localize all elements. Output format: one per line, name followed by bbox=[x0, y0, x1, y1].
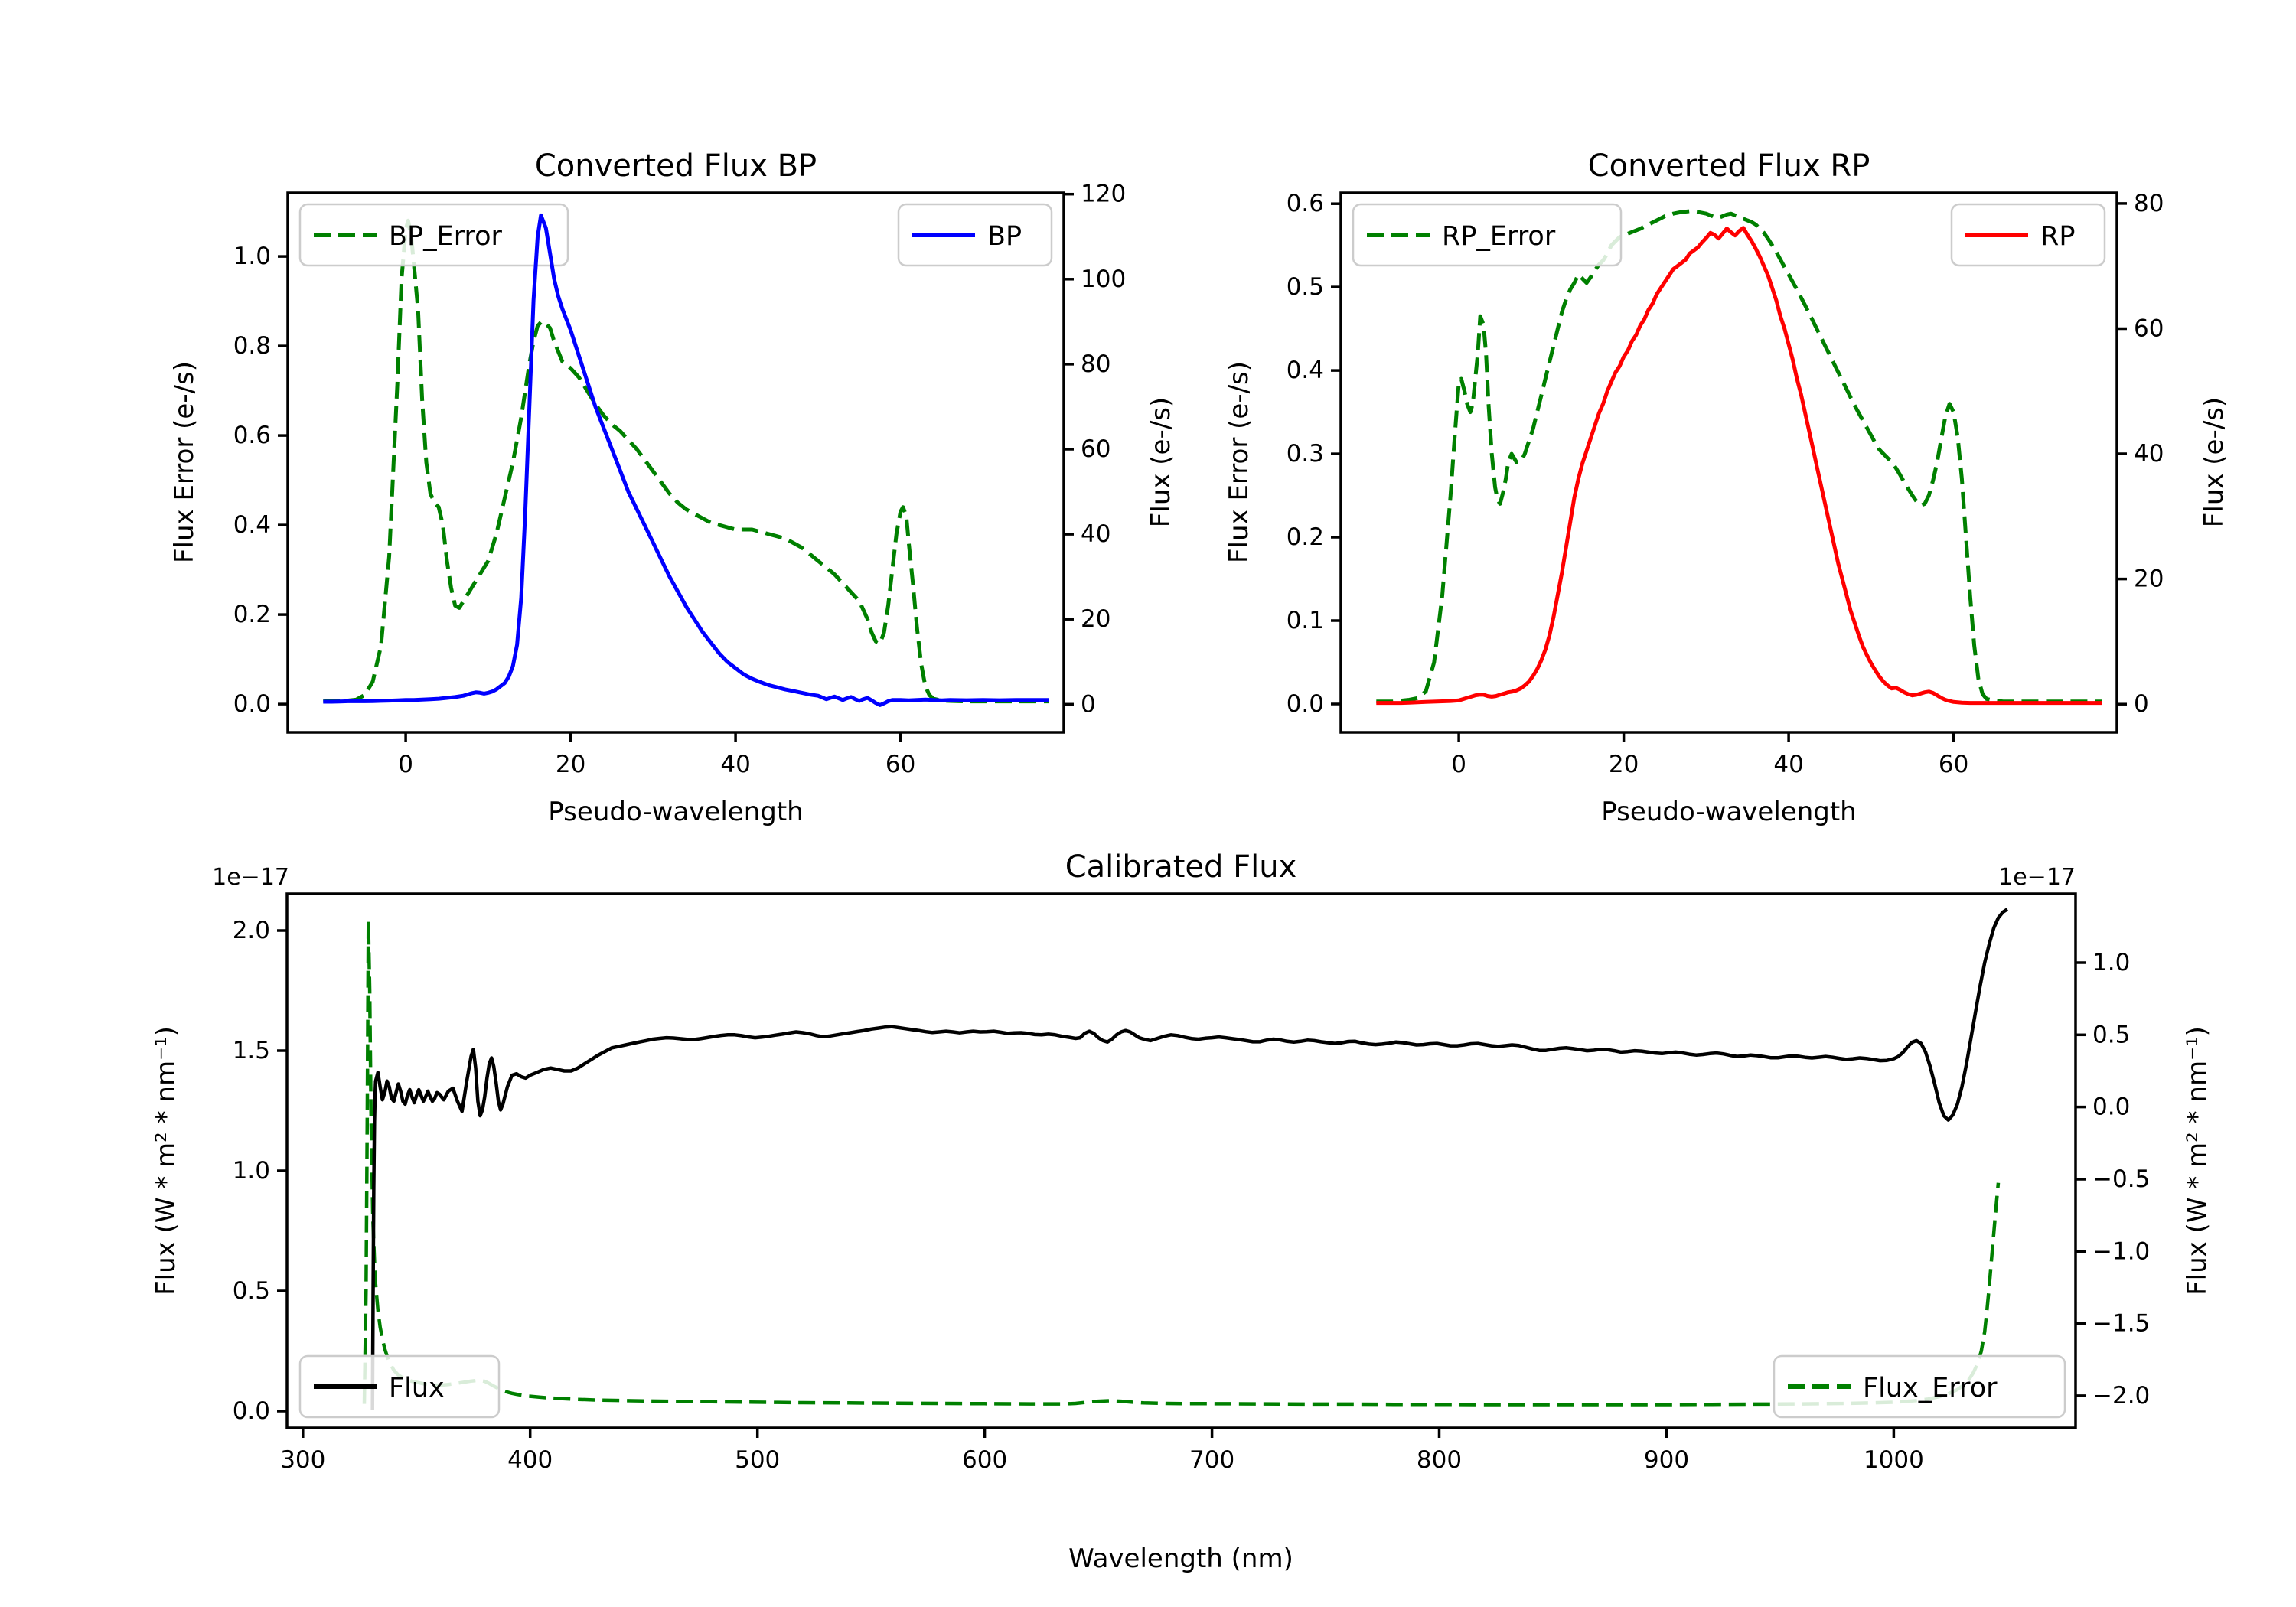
axes-spines bbox=[286, 191, 1065, 734]
x-tick-label: 600 bbox=[962, 1446, 1007, 1474]
x-tick-label: 40 bbox=[1773, 751, 1803, 778]
bp-title: Converted Flux BP bbox=[535, 148, 817, 184]
left-axis-offset-text: 1e−17 bbox=[212, 864, 289, 891]
left-y-tick-label: 0.4 bbox=[1287, 357, 1324, 384]
series-rp bbox=[1376, 226, 2102, 706]
left-y-tick-label: 0.0 bbox=[1287, 690, 1324, 718]
right-y-tick-label: 40 bbox=[1081, 520, 1110, 548]
flux-error-legend-label: Flux_Error bbox=[1863, 1373, 1998, 1403]
x-tick-label: 700 bbox=[1189, 1446, 1234, 1474]
bp-legend-label: BP bbox=[987, 221, 1022, 252]
rp-left-yaxis-label: Flux Error (e-/s) bbox=[1224, 361, 1254, 563]
legend-frame bbox=[298, 1354, 501, 1419]
left-y-tick-label: 0.6 bbox=[1287, 190, 1324, 217]
legend-frame bbox=[298, 203, 569, 267]
axes-spines bbox=[285, 892, 2077, 1429]
legend-frame bbox=[1773, 1354, 2066, 1419]
right-y-tick-label: 0 bbox=[1081, 690, 1096, 718]
rp-flux-series-layer bbox=[1376, 226, 2102, 706]
series-bp_error bbox=[323, 218, 1049, 704]
calibrated-title: Calibrated Flux bbox=[1065, 849, 1297, 885]
x-tick-label: 800 bbox=[1417, 1446, 1462, 1474]
calibrated-right-yaxis-label: Flux (W * m² * nm⁻¹) bbox=[2182, 1026, 2213, 1296]
left-y-tick-label: 1.0 bbox=[233, 243, 271, 270]
right-y-tick-label: 120 bbox=[1081, 181, 1126, 208]
x-tick-label: 60 bbox=[885, 751, 915, 778]
right-y-tick-label: −2.0 bbox=[2092, 1382, 2150, 1410]
x-tick-label: 500 bbox=[735, 1446, 780, 1474]
left-y-tick-label: 1.0 bbox=[233, 1157, 270, 1185]
rp-title: Converted Flux RP bbox=[1588, 148, 1870, 184]
bp-xaxis-label: Pseudo-wavelength bbox=[548, 797, 803, 827]
x-tick-label: 40 bbox=[720, 751, 750, 778]
series-rp_error bbox=[1376, 209, 2102, 704]
rp-right-yaxis-label: Flux (e-/s) bbox=[2199, 397, 2229, 527]
right-y-tick-label: 100 bbox=[1081, 266, 1126, 293]
right-y-tick-label: 0.0 bbox=[2092, 1094, 2130, 1121]
x-tick-label: 400 bbox=[507, 1446, 553, 1474]
right-y-tick-label: 20 bbox=[2134, 566, 2164, 593]
left-y-tick-label: 0.2 bbox=[233, 601, 271, 628]
series-flux bbox=[370, 908, 2009, 1410]
left-y-tick-label: 0.3 bbox=[1287, 440, 1324, 468]
flux-error-legend: Flux_Error bbox=[1773, 1354, 2066, 1419]
flux-legend-label: Flux bbox=[389, 1373, 445, 1403]
rp-xaxis-label: Pseudo-wavelength bbox=[1601, 797, 1856, 827]
left-y-tick-label: 1.5 bbox=[233, 1037, 270, 1064]
calibrated-xaxis-label: Wavelength (nm) bbox=[1068, 1543, 1293, 1574]
x-tick-label: 900 bbox=[1644, 1446, 1689, 1474]
right-axis-offset-text: 1e−17 bbox=[1998, 864, 2076, 891]
series-bp bbox=[323, 213, 1049, 707]
rp-error-legend-label: RP_Error bbox=[1442, 221, 1556, 252]
x-tick-label: 0 bbox=[1451, 751, 1466, 778]
right-y-tick-label: −1.5 bbox=[2092, 1310, 2150, 1338]
right-y-tick-label: 0 bbox=[2134, 690, 2149, 718]
right-y-tick-label: −1.0 bbox=[2092, 1237, 2150, 1265]
right-y-tick-label: 20 bbox=[1081, 605, 1110, 633]
rp-legend-label: RP bbox=[2040, 221, 2075, 252]
left-y-tick-label: 0.2 bbox=[1287, 523, 1324, 551]
left-y-tick-label: 0.4 bbox=[233, 511, 271, 539]
x-tick-label: 20 bbox=[556, 751, 585, 778]
series-flux_error bbox=[362, 919, 2001, 1407]
left-y-tick-label: 0.6 bbox=[233, 422, 271, 449]
right-y-tick-label: −0.5 bbox=[2092, 1165, 2150, 1193]
x-tick-label: 300 bbox=[280, 1446, 325, 1474]
left-y-tick-label: 0.5 bbox=[1287, 273, 1324, 301]
right-y-tick-label: 80 bbox=[2134, 190, 2164, 217]
rp-axes: 0 20 40 60 0.0 0.1 0.2 0.3 0.4 0.5 0.6 0 20 40 60 80 bbox=[1287, 190, 2164, 778]
bp-legend: BP bbox=[897, 203, 1053, 267]
flux-legend: Flux bbox=[298, 1354, 501, 1419]
bp-right-yaxis-label: Flux (e-/s) bbox=[1146, 397, 1176, 527]
right-y-tick-label: 1.0 bbox=[2092, 949, 2130, 976]
left-y-tick-label: 0.0 bbox=[233, 1397, 270, 1425]
left-y-tick-label: 0.0 bbox=[233, 690, 271, 718]
bp-error-legend: BP_Error bbox=[298, 203, 569, 267]
bp-axes: 0 20 40 60 0.0 0.2 0.4 0.6 0.8 1.0 0 20 40 60 80 100 120 bbox=[233, 181, 1126, 778]
axes-spines bbox=[1339, 191, 2118, 734]
calibrated-left-yaxis-label: Flux (W * m² * nm⁻¹) bbox=[151, 1026, 181, 1296]
left-y-tick-label: 2.0 bbox=[233, 917, 270, 944]
left-y-tick-label: 0.5 bbox=[233, 1277, 270, 1305]
x-tick-label: 1000 bbox=[1864, 1446, 1924, 1474]
x-tick-label: 0 bbox=[398, 751, 413, 778]
calibrated-flux-series-layer bbox=[370, 908, 2009, 1410]
rp-error-legend: RP_Error bbox=[1352, 203, 1623, 267]
left-y-tick-label: 0.1 bbox=[1287, 607, 1324, 634]
bp-left-yaxis-label: Flux Error (e-/s) bbox=[169, 361, 200, 563]
left-y-tick-label: 0.8 bbox=[233, 332, 271, 360]
rp-legend: RP bbox=[1950, 203, 2106, 267]
x-tick-label: 60 bbox=[1939, 751, 1968, 778]
bp-error-legend-label: BP_Error bbox=[389, 221, 503, 252]
right-y-tick-label: 40 bbox=[2134, 440, 2164, 468]
legend-frame bbox=[1352, 203, 1623, 267]
bp-flux-series-layer bbox=[323, 213, 1049, 707]
right-y-tick-label: 0.5 bbox=[2092, 1021, 2130, 1048]
right-y-tick-label: 80 bbox=[1081, 350, 1110, 378]
x-tick-label: 20 bbox=[1609, 751, 1639, 778]
right-y-tick-label: 60 bbox=[1081, 435, 1110, 463]
right-y-tick-label: 60 bbox=[2134, 315, 2164, 343]
